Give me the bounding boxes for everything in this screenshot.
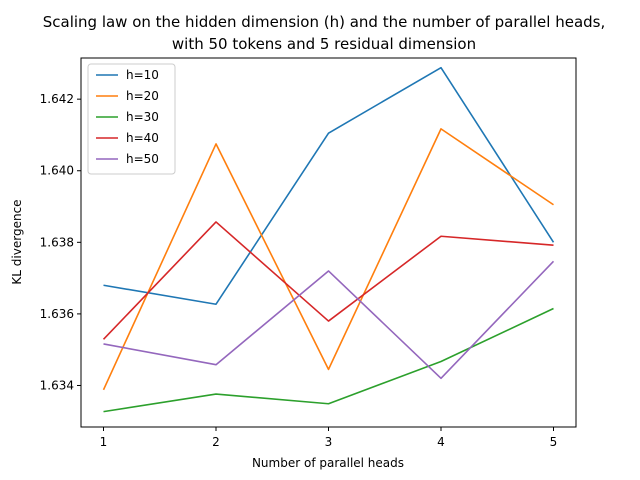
series-line-h-10 (103, 66, 555, 306)
legend-box (87, 63, 176, 175)
y-tick-label: 1.642 (40, 92, 74, 106)
series-line-h-50 (103, 260, 555, 380)
x-tick-label: 5 (550, 435, 558, 449)
x-tick-label: 3 (325, 435, 333, 449)
y-axis-ticks: 1.634 1.636 1.638 1.640 1.642 (40, 92, 81, 392)
chart-title-line-2: with 50 tokens and 5 residual dimension (172, 35, 476, 53)
y-tick-label: 1.634 (40, 378, 74, 392)
x-tick-label: 1 (100, 435, 108, 449)
x-axis-label: Number of parallel heads (252, 456, 404, 470)
series-line-h-40 (102, 221, 554, 340)
series-line-h-20 (102, 128, 554, 391)
legend-label: h=10 (126, 68, 159, 82)
y-axis-label: KL divergence (10, 199, 24, 284)
x-tick-label: 4 (437, 435, 445, 449)
series-line-h-30 (103, 307, 554, 413)
y-tick-label: 1.640 (40, 164, 74, 178)
series-layer (102, 66, 555, 413)
chart-title-line-1: Scaling law on the hidden dimension (h) … (43, 13, 606, 31)
legend-label: h=50 (126, 152, 159, 166)
y-tick-label: 1.638 (40, 235, 74, 249)
legend-label: h=30 (126, 110, 159, 124)
legend-label: h=20 (126, 89, 159, 103)
legend: h=10 h=20 h=30 h=40 h=50 (87, 63, 176, 175)
plot-frame (80, 57, 577, 428)
y-tick-label: 1.636 (40, 307, 74, 321)
x-tick-label: 2 (212, 435, 220, 449)
x-axis-ticks: 1 2 3 4 5 (100, 427, 558, 449)
legend-label: h=40 (126, 131, 159, 145)
